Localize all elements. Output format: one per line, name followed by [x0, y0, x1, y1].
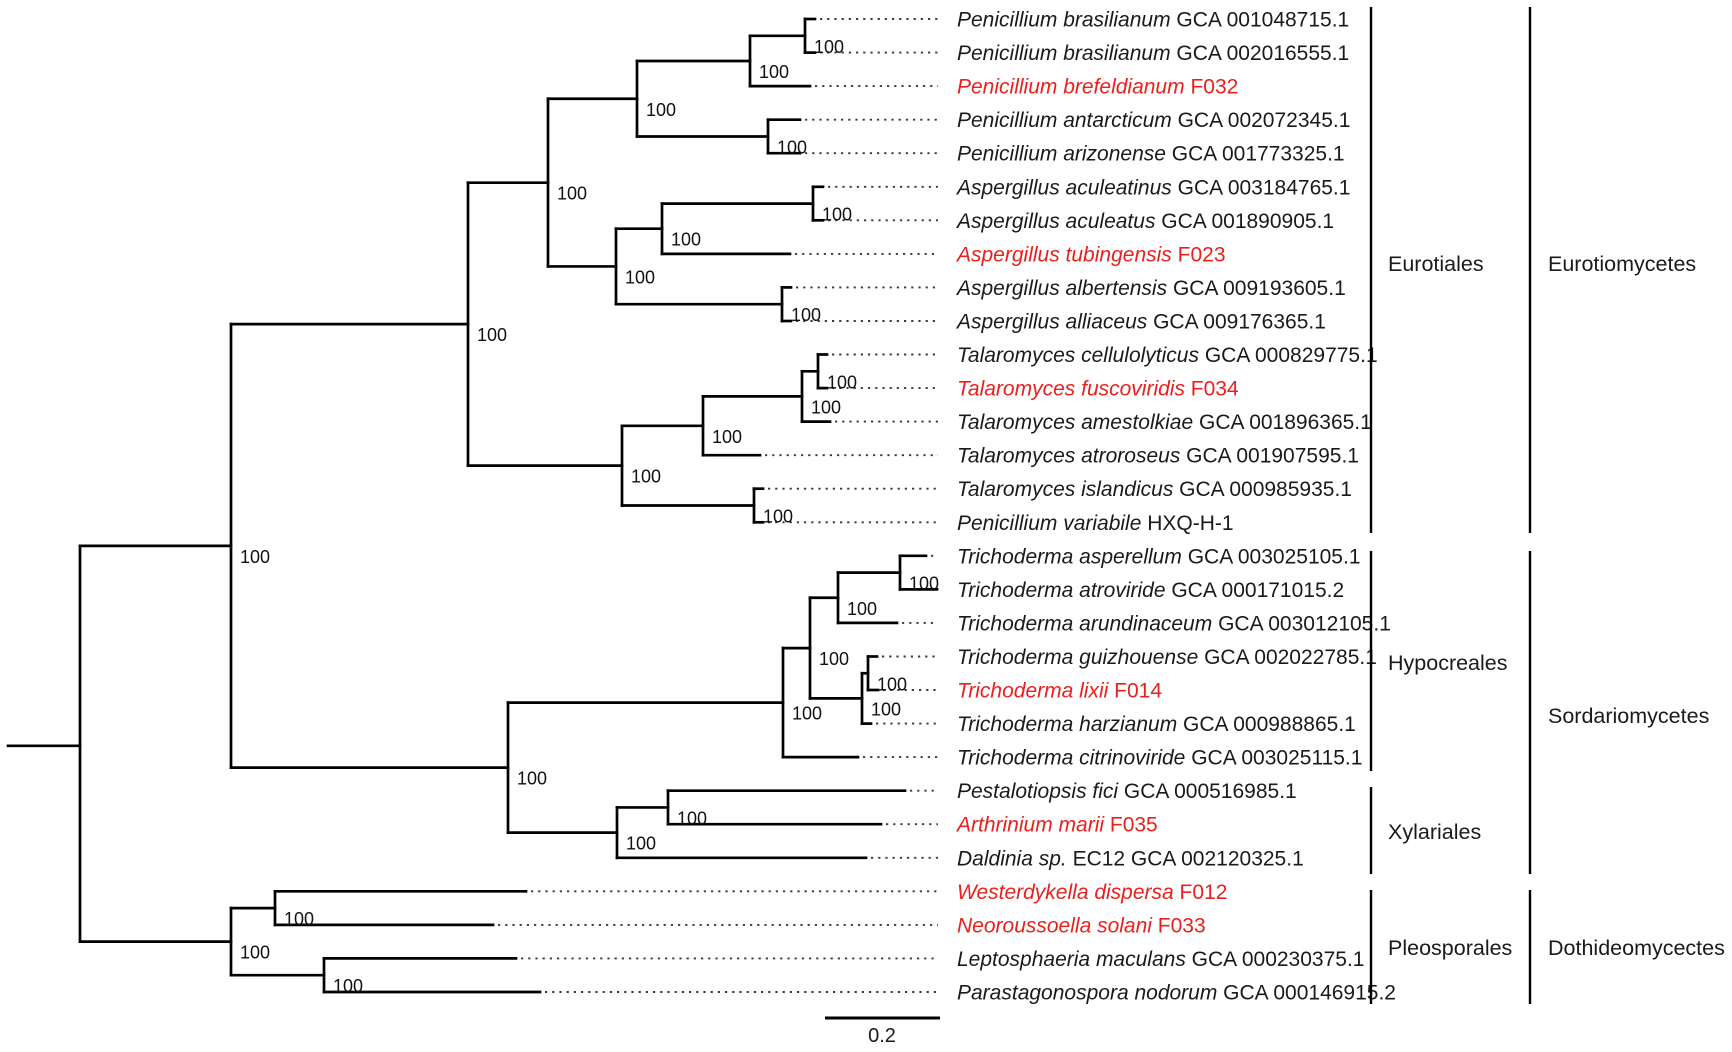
bootstrap-value: 100: [759, 62, 789, 82]
taxon-label: Talaromyces cellulolyticus GCA 000829775…: [957, 344, 1378, 367]
clade-label: Xylariales: [1388, 820, 1481, 844]
taxon-label: Trichoderma asperellum GCA 003025105.1: [957, 545, 1361, 568]
taxon-label: Aspergillus tubingensis F023: [955, 243, 1226, 266]
scale-bar-label: 0.2: [868, 1025, 896, 1047]
taxon-label: Trichoderma citrinoviride GCA 003025115.…: [957, 747, 1362, 770]
taxon-label: Trichoderma guizhouense GCA 002022785.1: [957, 646, 1377, 669]
scale-bar: 0.2: [825, 1016, 940, 1047]
taxon-label: Leptosphaeria maculans GCA 000230375.1: [957, 948, 1364, 971]
bootstrap-value: 100: [626, 834, 656, 854]
tree-branches: [6, 17, 939, 994]
taxon-label: Arthrinium marii F035: [955, 814, 1158, 837]
clade-label: Sordariomycetes: [1548, 704, 1709, 728]
bootstrap-value: 100: [557, 184, 587, 204]
bootstrap-value: 100: [827, 372, 857, 392]
bootstrap-value: 100: [791, 305, 821, 325]
taxon-label: Penicillium brefeldianum F032: [957, 76, 1238, 99]
taxon-label: Parastagonospora nodorum GCA 000146915.2: [957, 982, 1396, 1005]
bootstrap-value: 100: [877, 674, 907, 694]
taxon-labels: Penicillium brasilianum GCA 001048715.1 P…: [955, 9, 1396, 1005]
bootstrap-value: 100: [625, 267, 655, 287]
bootstrap-value: 100: [677, 808, 707, 828]
bootstrap-value: 100: [712, 427, 742, 447]
bootstrap-value: 100: [517, 769, 547, 789]
taxon-label: Trichoderma arundinaceum GCA 003012105.1: [957, 612, 1391, 635]
bootstrap-value: 100: [777, 138, 807, 158]
bootstrap-value: 100: [671, 230, 701, 250]
bootstrap-value: 100: [631, 467, 661, 487]
taxon-label: Neoroussoella solani F033: [957, 914, 1206, 937]
taxon-label: Penicillium antarcticum GCA 002072345.1: [957, 109, 1350, 132]
taxon-label: Talaromyces atroroseus GCA 001907595.1: [957, 445, 1359, 468]
bootstrap-value: 100: [847, 599, 877, 619]
taxon-label: Penicillium brasilianum GCA 002016555.1: [957, 42, 1349, 65]
taxon-label: Trichoderma atroviride GCA 000171015.2: [957, 579, 1344, 602]
bootstrap-value: 100: [646, 100, 676, 120]
bootstrap-value: 100: [811, 397, 841, 417]
taxon-label: Westerdykella dispersa F012: [957, 881, 1227, 904]
taxon-label: Pestalotiopsis fici GCA 000516985.1: [957, 780, 1297, 803]
taxon-label: Daldinia sp. EC12 GCA 002120325.1: [957, 847, 1304, 870]
bootstrap-values: 100 100 100 100 100 100 100 100 100 100 100 100 100 1…: [240, 37, 939, 996]
clade-label: Eurotiomycetes: [1548, 252, 1696, 276]
bootstrap-value: 100: [871, 699, 901, 719]
bootstrap-value: 100: [284, 909, 314, 929]
taxon-label: Penicillium arizonense GCA 001773325.1: [957, 143, 1345, 166]
clade-brackets: Eurotiales Hypocreales Xylariales Pleospora…: [1369, 7, 1725, 1004]
clade-label: Pleosporales: [1388, 936, 1512, 960]
taxon-label: Aspergillus aculeatinus GCA 003184765.1: [955, 176, 1350, 199]
bootstrap-value: 100: [822, 205, 852, 225]
dotted-leaders: [498, 18, 938, 993]
taxon-label: Trichoderma harzianum GCA 000988865.1: [957, 713, 1356, 736]
clade-label: Eurotiales: [1388, 252, 1484, 276]
taxon-label: Aspergillus albertensis GCA 009193605.1: [955, 277, 1346, 300]
clade-label: Dothideomycectes: [1548, 936, 1725, 960]
taxon-label: Penicillium brasilianum GCA 001048715.1: [957, 9, 1349, 32]
taxon-label: Aspergillus alliaceus GCA 009176365.1: [955, 311, 1326, 334]
bootstrap-value: 100: [814, 37, 844, 57]
bootstrap-value: 100: [240, 943, 270, 963]
taxon-label: Penicillium variabile HXQ-H-1: [957, 512, 1234, 535]
bootstrap-value: 100: [333, 976, 363, 996]
bootstrap-value: 100: [477, 325, 507, 345]
taxon-label: Talaromyces fuscoviridis F034: [957, 378, 1239, 401]
bootstrap-value: 100: [792, 704, 822, 724]
taxon-label: Aspergillus aculeatus GCA 001890905.1: [955, 210, 1334, 233]
taxon-label: Trichoderma lixii F014: [957, 680, 1162, 703]
bootstrap-value: 100: [763, 507, 793, 527]
taxon-label: Talaromyces islandicus GCA 000985935.1: [957, 478, 1352, 501]
bootstrap-value: 100: [240, 547, 270, 567]
taxon-label: Talaromyces amestolkiae GCA 001896365.1: [957, 411, 1372, 434]
bootstrap-value: 100: [819, 649, 849, 669]
bootstrap-value: 100: [909, 574, 939, 594]
clade-label: Hypocreales: [1388, 651, 1508, 675]
